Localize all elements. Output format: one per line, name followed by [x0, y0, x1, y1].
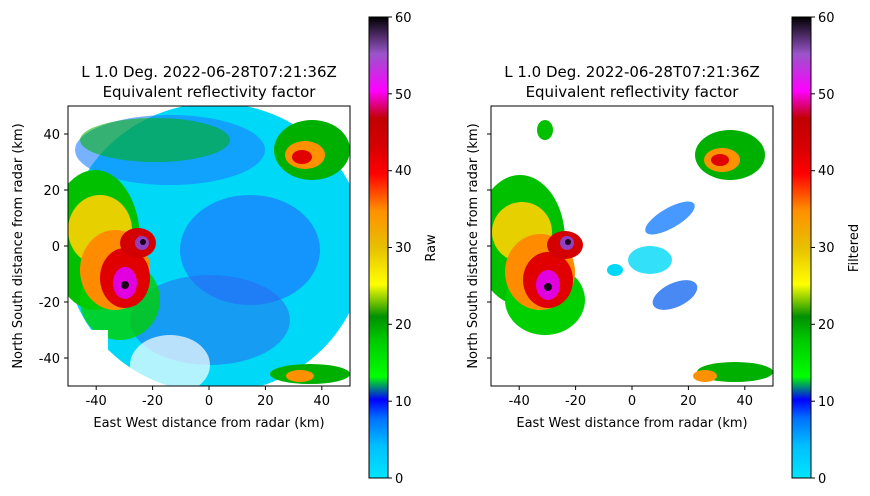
right-cyan-patch	[628, 246, 672, 274]
left-ytick-label: 0	[52, 240, 60, 255]
left-colorbar-label: Raw	[424, 234, 439, 262]
left-y-axis: 40 20 0 -20 -40 North South distance fro…	[11, 123, 68, 369]
left-y-axis-label: North South distance from radar (km)	[11, 123, 26, 368]
right-y-axis-label: North South distance from radar (km)	[466, 123, 481, 368]
right-blue-arc-1	[645, 201, 695, 235]
left-colorbar-tick: 50	[395, 88, 412, 103]
left-max-core-2	[140, 239, 146, 245]
right-colorbar-tick: 40	[818, 164, 835, 179]
right-max-core-2	[565, 239, 571, 245]
left-x-axis-label: East West distance from radar (km)	[93, 416, 324, 431]
left-radar-field	[68, 106, 350, 386]
left-colorbar-tick: 0	[395, 472, 403, 487]
left-colorbar-tick: 10	[395, 395, 412, 410]
right-colorbar-tick: 50	[818, 88, 835, 103]
right-ne-red	[711, 154, 729, 166]
left-colorbar: 0 10 20 30 40 50 60 Raw	[368, 11, 439, 487]
right-colorbar-tick: 30	[818, 241, 835, 256]
right-title: L 1.0 Deg. 2022-06-28T07:21:36Z	[504, 63, 760, 81]
left-colorbar-tick: 60	[395, 11, 412, 26]
left-colorbar-tick: 20	[395, 318, 412, 333]
left-xtick-label: 20	[257, 394, 274, 409]
right-colorbar-tick: 60	[818, 11, 835, 26]
left-title: L 1.0 Deg. 2022-06-28T07:21:36Z	[81, 63, 337, 81]
left-x-axis: -40 -20 0 20 40 East West distance from …	[86, 386, 330, 431]
left-colorbar-tick: 30	[395, 241, 412, 256]
right-colorbar-tick: 10	[818, 395, 835, 410]
right-subtitle: Equivalent reflectivity factor	[526, 83, 740, 101]
left-ne-red	[292, 150, 312, 164]
right-y-axis: North South distance from radar (km)	[466, 123, 491, 369]
right-cyan-patch-2	[607, 264, 623, 276]
left-se-orange	[286, 370, 314, 382]
left-sw-gap	[68, 330, 108, 386]
right-north-green	[537, 120, 553, 140]
right-radar-field	[491, 106, 773, 386]
left-panel: L 1.0 Deg. 2022-06-28T07:21:36Z Equivale…	[11, 11, 439, 487]
right-x-axis-label: East West distance from radar (km)	[516, 416, 747, 431]
right-x-axis: -40 -20 0 20 40 East West distance from …	[509, 386, 753, 431]
left-xtick-label: 40	[314, 394, 331, 409]
left-xtick-label: -20	[142, 394, 163, 409]
left-ytick-label: 40	[43, 128, 60, 143]
left-green-north	[80, 118, 230, 162]
right-panel: L 1.0 Deg. 2022-06-28T07:21:36Z Equivale…	[466, 11, 862, 487]
right-colorbar-label: Filtered	[847, 224, 862, 272]
right-max-core-1	[544, 283, 552, 291]
right-xtick-label: 20	[680, 394, 697, 409]
right-xtick-label: 40	[737, 394, 754, 409]
right-colorbar-tick: 0	[818, 472, 826, 487]
right-colorbar-gradient	[791, 16, 812, 479]
right-blue-arc-2	[652, 280, 698, 310]
right-xtick-label: -40	[509, 394, 530, 409]
left-xtick-label: 0	[205, 394, 213, 409]
left-colorbar-gradient	[368, 16, 389, 479]
left-ytick-label: 20	[43, 184, 60, 199]
left-s-gap	[130, 335, 210, 386]
right-xtick-label: 0	[628, 394, 636, 409]
right-se-orange	[693, 370, 717, 382]
right-colorbar-tick: 20	[818, 318, 835, 333]
right-xtick-label: -20	[565, 394, 586, 409]
left-subtitle: Equivalent reflectivity factor	[103, 83, 317, 101]
right-colorbar: 0 10 20 30 40 50 60 Filtered	[791, 11, 862, 487]
left-ytick-label: -40	[39, 352, 60, 367]
left-ytick-label: -20	[39, 296, 60, 311]
left-max-core-1	[121, 281, 129, 289]
left-xtick-label: -40	[86, 394, 107, 409]
left-colorbar-tick: 40	[395, 164, 412, 179]
